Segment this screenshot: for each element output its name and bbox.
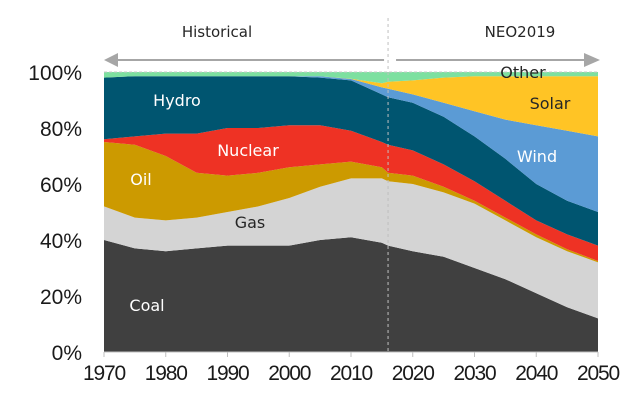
area-oil xyxy=(104,142,598,263)
area-gas xyxy=(104,178,598,319)
x-axis: 1970 1980 1990 2000 2010 2020 2030 2040 2050 xyxy=(83,352,621,385)
x-tick-label: 2010 xyxy=(330,362,372,385)
series-labels: Coal Gas Oil Nuclear Hydro Wind Solar Other xyxy=(129,63,570,315)
area-layer xyxy=(104,72,598,352)
series-label-coal: Coal xyxy=(129,296,164,315)
series-label-nuclear: Nuclear xyxy=(217,141,279,160)
historical-arrow-head-icon xyxy=(104,53,118,67)
x-tick-label: 2040 xyxy=(515,362,557,385)
area-solar xyxy=(104,76,598,137)
series-label-oil: Oil xyxy=(130,170,151,189)
x-tick-label: 1990 xyxy=(207,362,249,385)
area-other xyxy=(104,72,598,84)
area-hydro xyxy=(104,76,598,246)
series-label-solar: Solar xyxy=(530,94,571,113)
x-tick-label: 2020 xyxy=(392,362,434,385)
y-tick-label: 20% xyxy=(40,286,82,309)
x-tick-label: 1980 xyxy=(145,362,187,385)
area-coal xyxy=(104,237,598,352)
y-tick-label: 60% xyxy=(40,174,82,197)
x-tick-label: 2030 xyxy=(454,362,496,385)
period-arrows xyxy=(104,53,600,67)
series-label-wind: Wind xyxy=(517,147,557,166)
y-tick-label: 40% xyxy=(40,230,82,253)
y-axis: 0% 20% 40% 60% 80% 100% xyxy=(28,62,82,365)
x-tick-label: 2000 xyxy=(268,362,310,385)
series-label-hydro: Hydro xyxy=(153,91,201,110)
y-tick-label: 80% xyxy=(40,118,82,141)
series-label-other: Other xyxy=(500,63,546,82)
period-label-neo2019: NEO2019 xyxy=(485,23,556,41)
x-tick-label: 2050 xyxy=(577,362,619,385)
y-tick-label: 0% xyxy=(52,342,82,365)
area-wind xyxy=(104,76,598,212)
period-label-historical: Historical xyxy=(182,23,252,41)
forecast-arrow-head-icon xyxy=(584,53,600,67)
series-label-gas: Gas xyxy=(235,213,266,232)
area-nuclear xyxy=(104,125,598,261)
y-tick-label: 100% xyxy=(28,62,82,85)
x-tick-label: 1970 xyxy=(83,362,125,385)
